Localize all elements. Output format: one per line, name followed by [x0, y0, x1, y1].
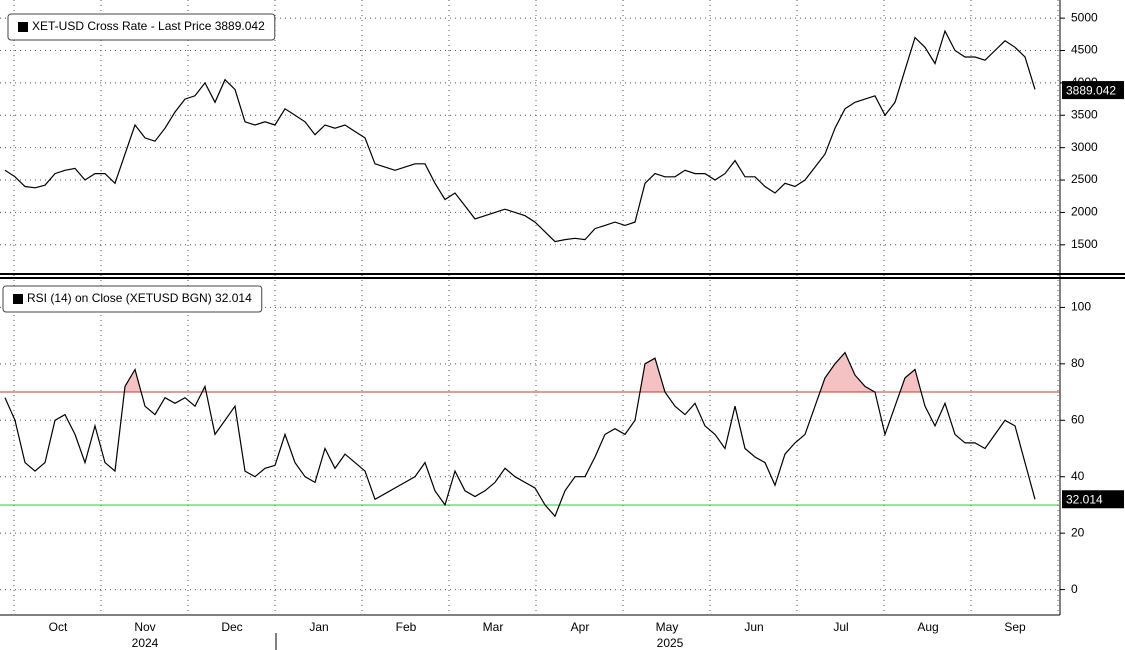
y-tick-label: 3000 [1071, 140, 1098, 154]
grid [0, 0, 1060, 615]
x-tick-label: Nov [134, 620, 155, 634]
y-tick-label: 80 [1071, 356, 1085, 370]
y-tick-label: 4500 [1071, 43, 1098, 57]
last-value-badge [1062, 490, 1124, 509]
x-tick-label: Apr [571, 620, 590, 634]
x-tick-label: Jun [744, 620, 763, 634]
x-tick-label: Aug [917, 620, 938, 634]
legend-text: RSI (14) on Close (XETUSD BGN) 32.014 [27, 291, 252, 305]
x-tick-label: Mar [483, 620, 504, 634]
year-label: 2025 [657, 636, 684, 650]
y-tick-label: 60 [1071, 412, 1085, 426]
last-value-badge [1062, 81, 1124, 100]
legend-box [2, 285, 263, 313]
x-tick-label: Jul [833, 620, 848, 634]
x-tick-label: Oct [49, 620, 68, 634]
series-line [4, 29, 1036, 243]
year-label: 2024 [132, 636, 159, 650]
y-tick-label: 5000 [1071, 10, 1098, 24]
last-value-label: 3889.042 [1066, 83, 1116, 97]
legend-text: XET-USD Cross Rate - Last Price 3889.042 [32, 19, 265, 33]
legend-box [7, 13, 276, 41]
x-tick-label: Dec [221, 620, 242, 634]
legend-swatch [18, 22, 28, 32]
series-line [4, 351, 1036, 518]
y-tick-label: 2000 [1071, 205, 1098, 219]
y-tick-label: 3500 [1071, 107, 1098, 121]
legend-swatch [13, 294, 23, 304]
x-tick-label: Feb [396, 620, 417, 634]
y-tick-label: 100 [1071, 300, 1091, 314]
x-tick-label: May [656, 620, 679, 634]
last-value-label: 32.014 [1066, 492, 1103, 506]
y-tick-label: 20 [1071, 525, 1085, 539]
y-tick-label: 0 [1071, 582, 1078, 596]
x-tick-label: Jan [309, 620, 328, 634]
y-tick-label: 2500 [1071, 172, 1098, 186]
y-tick-label: 1500 [1071, 237, 1098, 251]
y-tick-label: 40 [1071, 469, 1085, 483]
x-tick-label: Sep [1004, 620, 1026, 634]
